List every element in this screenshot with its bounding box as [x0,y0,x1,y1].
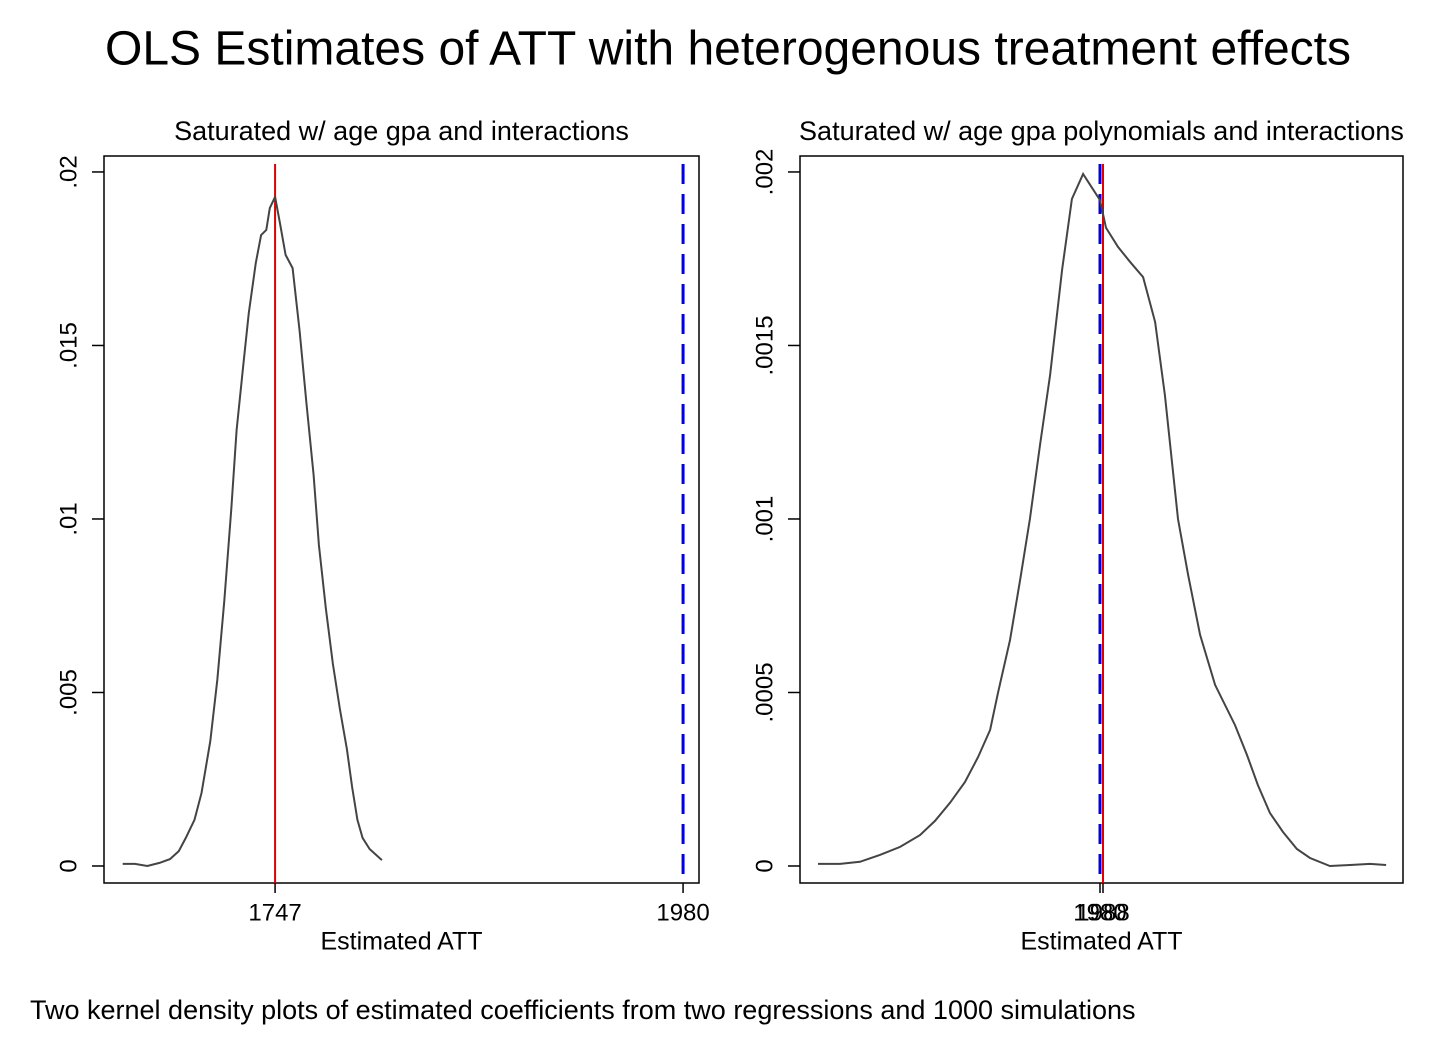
y-tick-label: .02 [55,155,82,188]
subplot-title: Saturated w/ age gpa polynomials and int… [799,116,1404,146]
x-tick-label: 1980 [1073,899,1126,926]
x-axis-label: Estimated ATT [1020,928,1182,956]
y-tick-label: 0 [751,859,778,872]
y-tick-label: .002 [751,149,778,196]
density-line [122,193,383,868]
y-tick-label: .0015 [751,315,778,375]
y-tick-label: .001 [751,496,778,543]
y-tick-label: .01 [55,502,82,535]
x-axis-label: Estimated ATT [320,928,482,956]
x-tick-label: 1747 [248,899,301,926]
caption: Two kernel density plots of estimated co… [30,995,1136,1025]
y-tick-label: .005 [55,669,82,716]
y-tick-label: 0 [55,859,82,872]
x-tick-label: 1988 [1076,899,1129,926]
density-line [818,171,1387,868]
figure-title: OLS Estimates of ATT with heterogenous t… [105,23,1351,76]
x-tick-label: 1980 [656,899,709,926]
subplot-title: Saturated w/ age gpa and interactions [174,116,629,146]
y-tick-label: .015 [55,322,82,369]
y-tick-label: .0005 [751,662,778,722]
